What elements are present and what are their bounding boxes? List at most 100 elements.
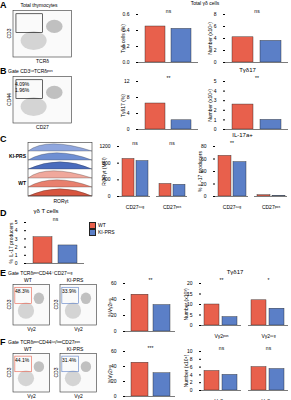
html-text:BGate CD3ⁱⁿᵗTCRδᵖᵒˢ: BGate CD3ⁱⁿᵗTCRδᵖᵒˢ — [0, 66, 53, 76]
svg-text:33.9%: 33.9% — [62, 288, 77, 294]
svg-text:10: 10 — [187, 348, 193, 354]
svg-text:*: * — [268, 277, 270, 283]
svg-text:4: 4 — [190, 372, 193, 378]
svg-text:2: 2 — [15, 244, 18, 250]
svg-text:6: 6 — [190, 364, 193, 370]
svg-text:% IL-17 producers: % IL-17 producers — [197, 151, 203, 192]
svg-text:4: 4 — [127, 110, 130, 116]
svg-text:20: 20 — [187, 280, 193, 286]
svg-text:KI-PRS: KI-PRS — [9, 153, 27, 159]
svg-text:CD27ⁿᵉᵍ: CD27ⁿᵉᵍ — [126, 204, 144, 210]
svg-text:%Vγ2ᵖᵒˢ: %Vγ2ᵖᵒˢ — [107, 298, 113, 317]
svg-text:CD44: CD44 — [6, 93, 12, 106]
svg-text:ns: ns — [266, 345, 272, 351]
svg-text:**: ** — [230, 140, 234, 146]
svg-text:0.6: 0.6 — [123, 11, 130, 17]
svg-text:5: 5 — [214, 78, 217, 84]
svg-text:5: 5 — [15, 219, 18, 225]
svg-text:0.2: 0.2 — [122, 43, 130, 50]
svg-text:ns: ns — [169, 140, 175, 146]
svg-text:2: 2 — [214, 107, 217, 113]
svg-text:CD27ⁿᵉᵍ: CD27ⁿᵉᵍ — [223, 204, 241, 210]
svg-text:CD3: CD3 — [53, 299, 59, 309]
svg-text:0: 0 — [190, 322, 193, 328]
svg-text:ns: ns — [166, 8, 172, 14]
svg-text:0: 0 — [15, 260, 18, 266]
svg-text:0.0: 0.0 — [123, 59, 130, 65]
svg-text:**: ** — [149, 277, 153, 283]
svg-text:4.09%: 4.09% — [15, 80, 30, 87]
svg-text:2: 2 — [190, 379, 193, 385]
svg-text:8: 8 — [214, 11, 217, 17]
svg-text:%Vγ2ᵖᵒˢ: %Vγ2ᵖᵒˢ — [107, 364, 113, 383]
svg-text:2: 2 — [214, 47, 217, 53]
svg-text:Vγ2: Vγ2 — [74, 393, 83, 399]
svg-text:0: 0 — [114, 328, 117, 334]
svg-text:RORγt (MFI): RORγt (MFI) — [101, 157, 107, 186]
svg-text:44.1%: 44.1% — [15, 357, 30, 363]
svg-text:***: *** — [148, 345, 154, 351]
svg-text:Number (x10⁴): Number (x10⁴) — [183, 354, 189, 387]
svg-text:WT: WT — [18, 180, 26, 186]
svg-text:6: 6 — [214, 23, 217, 29]
svg-text:CD27: CD27 — [36, 124, 49, 130]
svg-text:**: ** — [167, 75, 171, 81]
svg-text:Number (x10³): Number (x10³) — [183, 288, 189, 321]
svg-text:Number (x10⁴): Number (x10⁴) — [207, 89, 213, 122]
svg-text:60: 60 — [111, 280, 117, 286]
svg-text:CD3: CD3 — [6, 299, 12, 309]
svg-text:60: 60 — [111, 348, 117, 354]
svg-text:Tγδ cells (%): Tγδ cells (%) — [120, 24, 126, 53]
svg-text:31.4%: 31.4% — [62, 357, 77, 363]
svg-text:1: 1 — [15, 252, 18, 258]
svg-text:0.4: 0.4 — [122, 27, 130, 34]
svg-text:% IL-17 producers: % IL-17 producers — [8, 222, 14, 263]
svg-text:8: 8 — [190, 356, 193, 362]
svg-text:CD3: CD3 — [6, 28, 12, 38]
svg-text:CD27ᵖᵒˢ: CD27ᵖᵒˢ — [262, 204, 281, 210]
svg-text:TCRδ: TCRδ — [36, 58, 49, 64]
svg-text:**: ** — [255, 75, 259, 81]
svg-text:1.96%: 1.96% — [15, 87, 30, 93]
svg-text:CD3: CD3 — [53, 367, 59, 377]
svg-text:0: 0 — [214, 59, 217, 65]
svg-text:ns: ns — [53, 216, 59, 222]
svg-text:1: 1 — [214, 117, 217, 123]
svg-text:**: ** — [220, 277, 224, 283]
svg-text:1200: 1200 — [99, 143, 110, 149]
svg-text:0: 0 — [108, 193, 111, 199]
svg-text:RORγt: RORγt — [54, 198, 70, 204]
svg-text:Vγ2ᵖᵒˢ: Vγ2ᵖᵒˢ — [214, 333, 228, 339]
svg-text:3: 3 — [15, 236, 18, 242]
svg-text:8: 8 — [127, 94, 130, 100]
svg-text:0: 0 — [127, 126, 130, 132]
svg-text:4: 4 — [15, 227, 18, 233]
svg-text:3: 3 — [214, 97, 217, 103]
svg-text:12: 12 — [124, 78, 130, 84]
html-text:A: A — [0, 0, 7, 10]
svg-text:0: 0 — [190, 387, 193, 393]
svg-text:Vγ2: Vγ2 — [27, 393, 36, 399]
svg-text:CD3: CD3 — [6, 367, 12, 377]
svg-text:Vγ2: Vγ2 — [74, 326, 83, 332]
svg-text:ns: ns — [219, 345, 225, 351]
svg-text:0: 0 — [214, 126, 217, 132]
svg-text:Vγ2ᵖᵒˢ: Vγ2ᵖᵒˢ — [214, 398, 228, 400]
svg-text:Vγ2ⁿᵉᵍ: Vγ2ⁿᵉᵍ — [261, 333, 275, 339]
svg-text:4: 4 — [214, 35, 217, 41]
svg-text:ns: ns — [254, 8, 260, 14]
svg-text:Vγ2: Vγ2 — [27, 326, 36, 332]
svg-text:CD27ᵖᵒˢ: CD27ᵖᵒˢ — [163, 204, 182, 210]
html-text:F Gate TCRδᵖᵒˢCD44ⁱⁿᵗ/ˡᵒʷCD27ᵖ: F Gate TCRδᵖᵒˢCD44ⁱⁿᵗ/ˡᵒʷCD27ᵖᵒˢ — [0, 337, 80, 347]
svg-text:0: 0 — [114, 393, 117, 399]
svg-text:80: 80 — [201, 143, 207, 149]
svg-text:5: 5 — [190, 312, 193, 318]
svg-text:ns: ns — [132, 140, 138, 146]
svg-text:0: 0 — [204, 193, 207, 199]
svg-text:Vγ2ⁿᵉᵍ: Vγ2ⁿᵉᵍ — [261, 398, 275, 400]
svg-text:Tγδ17 (%): Tγδ17 (%) — [120, 94, 126, 117]
svg-text:48.3%: 48.3% — [15, 288, 30, 294]
html-text:E Gate TCRδᵖᵒˢCD44⁺CD27ⁿᵉᵍ: E Gate TCRδᵖᵒˢCD44⁺CD27ⁿᵉᵍ — [0, 268, 73, 278]
svg-text:4: 4 — [214, 88, 217, 94]
svg-text:Number (x10⁵): Number (x10⁵) — [207, 22, 213, 55]
